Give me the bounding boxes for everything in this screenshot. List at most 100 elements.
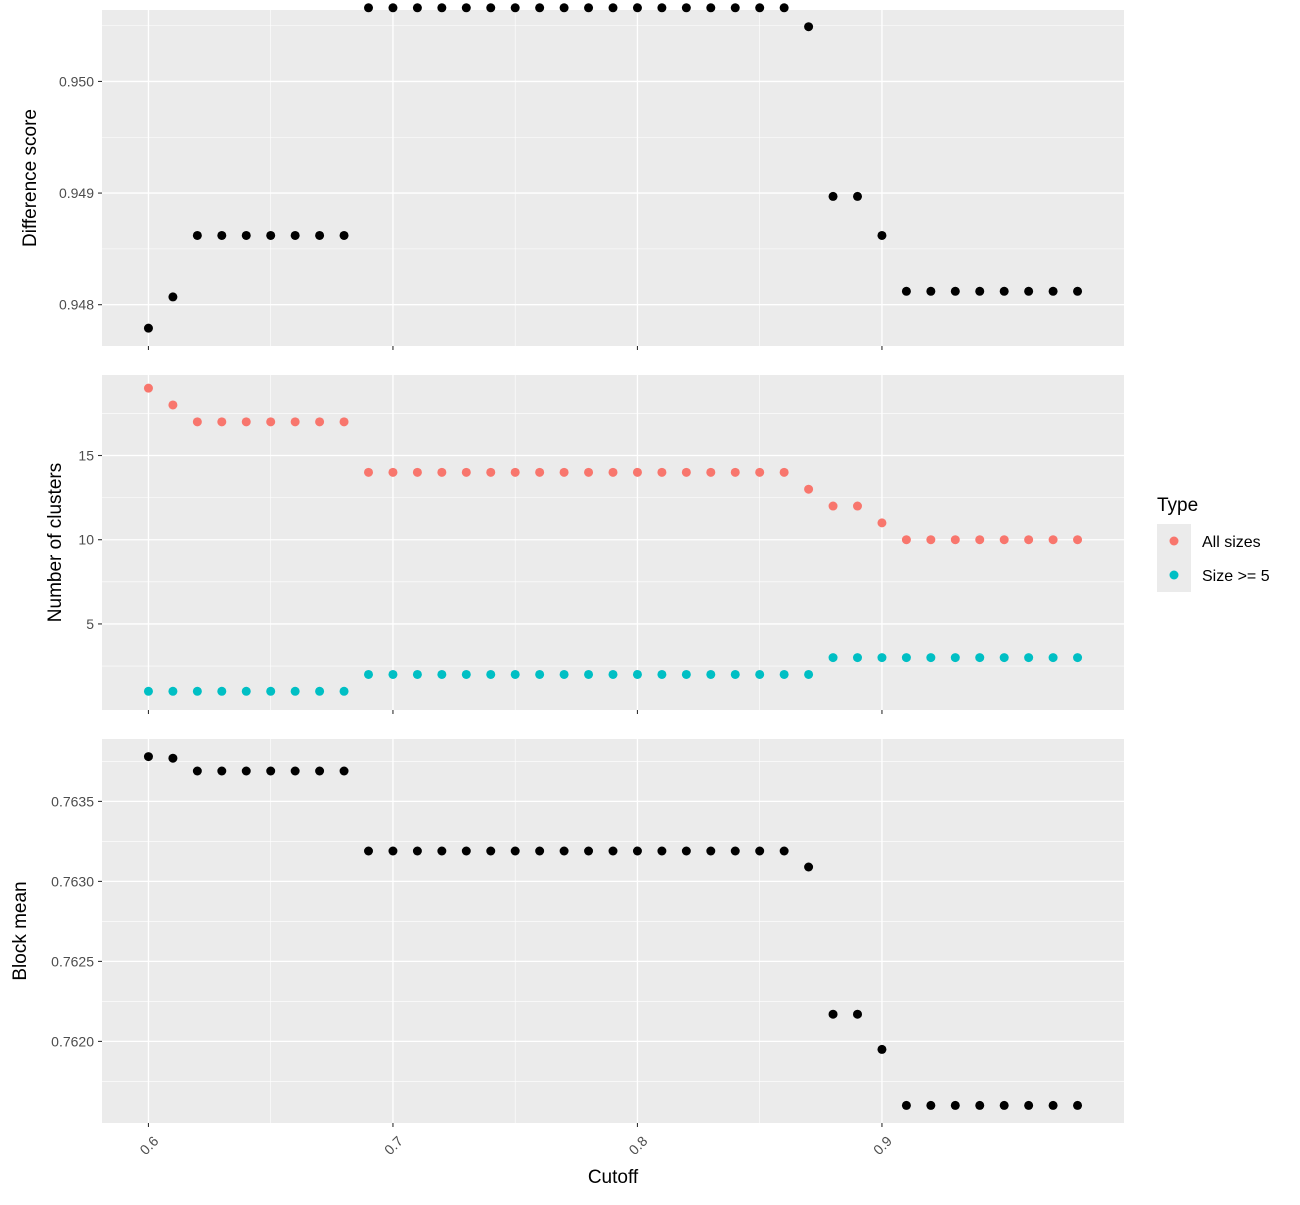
data-point (559, 669, 569, 679)
y-tick-label: 5 (86, 616, 94, 632)
data-point (804, 669, 814, 679)
data-point (168, 400, 178, 410)
series-size-5 (143, 653, 1083, 696)
data-point (877, 1044, 887, 1054)
data-point (510, 3, 520, 13)
data-point (706, 669, 716, 679)
data-point (535, 467, 545, 477)
data-point (999, 1100, 1009, 1110)
data-point (1024, 1100, 1034, 1110)
data-point (315, 766, 325, 776)
legend-key-all-sizes (1169, 536, 1179, 546)
data-point (192, 417, 202, 427)
data-point (584, 3, 594, 13)
y-axis-title: Number of clusters (45, 463, 66, 622)
data-point (559, 846, 569, 856)
data-point (877, 230, 887, 240)
data-point (339, 417, 349, 427)
data-point (975, 1100, 985, 1110)
data-point (926, 1100, 936, 1110)
data-point (461, 3, 471, 13)
y-tick-label: 0.7635 (51, 793, 94, 809)
data-point (755, 669, 765, 679)
data-point (632, 669, 642, 679)
data-point (681, 846, 691, 856)
data-point (804, 862, 814, 872)
data-point (388, 846, 398, 856)
data-point (1048, 286, 1058, 296)
y-tick-label: 0.948 (59, 297, 94, 313)
x-tick-label: 0.8 (625, 1133, 650, 1158)
data-point (975, 653, 985, 663)
data-point (290, 686, 300, 696)
data-point (559, 467, 569, 477)
data-point (510, 846, 520, 856)
y-tick-label: 0.949 (59, 185, 94, 201)
y-axis-title: Difference score (20, 109, 41, 247)
data-point (364, 3, 374, 13)
data-point (486, 669, 496, 679)
data-point (192, 230, 202, 240)
data-point (388, 467, 398, 477)
data-point (266, 230, 276, 240)
data-point (584, 669, 594, 679)
data-point (339, 230, 349, 240)
data-point (632, 846, 642, 856)
data-point (559, 3, 569, 13)
data-point (901, 653, 911, 663)
x-tick-label: 0.9 (870, 1133, 895, 1158)
data-point (437, 3, 447, 13)
data-point (1073, 1100, 1083, 1110)
data-point (657, 846, 667, 856)
x-tick-label: 0.6 (136, 1133, 161, 1158)
data-point (388, 3, 398, 13)
data-point (1073, 653, 1083, 663)
legend-label-all-sizes: All sizes (1202, 534, 1261, 551)
data-point (168, 686, 178, 696)
data-point (266, 417, 276, 427)
data-point (412, 467, 422, 477)
data-point (437, 669, 447, 679)
data-point (1024, 535, 1034, 545)
data-point (143, 323, 153, 333)
data-point (143, 752, 153, 762)
data-point (999, 286, 1009, 296)
data-point (632, 3, 642, 13)
data-point (461, 669, 471, 679)
data-point (657, 3, 667, 13)
data-point (608, 846, 618, 856)
data-point (290, 417, 300, 427)
data-point (290, 766, 300, 776)
data-point (926, 286, 936, 296)
data-point (217, 686, 227, 696)
data-point (852, 1009, 862, 1019)
data-point (364, 669, 374, 679)
data-point (852, 501, 862, 511)
data-point (901, 286, 911, 296)
data-point (168, 292, 178, 302)
legend-title: Type (1157, 495, 1198, 516)
data-point (608, 669, 618, 679)
data-point (999, 653, 1009, 663)
data-point (975, 535, 985, 545)
data-point (412, 669, 422, 679)
data-point (535, 3, 545, 13)
data-point (730, 846, 740, 856)
data-point (730, 669, 740, 679)
data-point (608, 467, 618, 477)
data-point (1073, 535, 1083, 545)
data-point (755, 846, 765, 856)
data-point (486, 3, 496, 13)
data-point (584, 467, 594, 477)
data-point (1048, 535, 1058, 545)
data-point (1048, 653, 1058, 663)
data-point (217, 417, 227, 427)
data-point (510, 669, 520, 679)
data-point (657, 669, 667, 679)
data-point (755, 467, 765, 477)
data-point (608, 3, 618, 13)
data-point (681, 3, 691, 13)
data-point (706, 846, 716, 856)
data-point (852, 653, 862, 663)
